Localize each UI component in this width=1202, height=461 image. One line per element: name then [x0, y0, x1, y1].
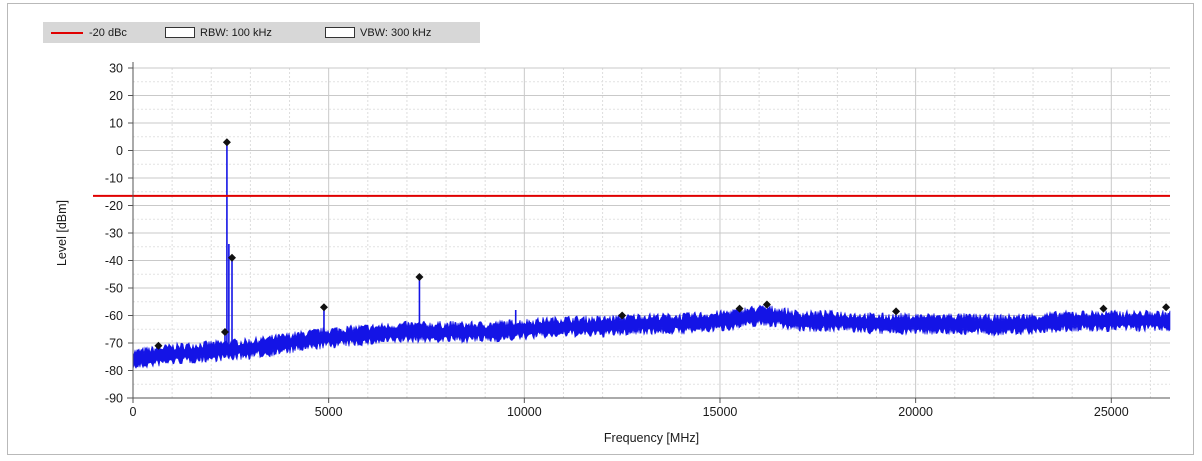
legend-label-rbw: RBW: 100 kHz: [200, 26, 272, 39]
peak-marker: [228, 253, 237, 262]
tick-labels: 0 5000 10000 15000 20000 25000 30 20 10 0 -10 -20 -3…: [105, 62, 1129, 420]
y-tick-label: -20: [105, 199, 123, 213]
peak-marker: [222, 138, 231, 147]
axes: [127, 62, 1170, 399]
trace-series: [132, 142, 1171, 370]
y-tick-label: 10: [109, 117, 123, 131]
legend-swatch-vbw: [325, 27, 355, 38]
y-tick-label: -10: [105, 172, 123, 186]
legend-item-rbw: RBW: 100 kHz: [165, 22, 272, 43]
x-tick-label: 0: [130, 405, 137, 419]
legend-swatch-rbw: [165, 27, 195, 38]
legend-swatch-red-line: [51, 31, 83, 34]
peak-marker: [220, 328, 229, 336]
x-tick-label: 10000: [507, 405, 542, 419]
y-tick-label: -70: [105, 337, 123, 351]
legend-item-limit-line: -20 dBc: [51, 22, 127, 43]
peak-marker: [1099, 304, 1108, 313]
y-axis-title: Level [dBm]: [55, 200, 69, 266]
x-tick-label: 20000: [898, 405, 933, 419]
legend: -20 dBc RBW: 100 kHz VBW: 300 kHz: [43, 22, 480, 43]
y-tick-label: -50: [105, 282, 123, 296]
y-tick-label: -80: [105, 364, 123, 378]
legend-label-vbw: VBW: 300 kHz: [360, 26, 432, 39]
peak-marker: [735, 304, 744, 313]
peak-marker: [154, 341, 163, 350]
peak-marker: [415, 273, 424, 281]
y-tick-label: 20: [109, 89, 123, 103]
x-tick-label: 15000: [703, 405, 738, 419]
peak-markers: [154, 138, 1171, 350]
x-tick-label: 25000: [1094, 405, 1129, 419]
legend-item-vbw: VBW: 300 kHz: [325, 22, 431, 43]
y-tick-label: 30: [109, 62, 123, 76]
y-tick-label: -40: [105, 254, 123, 268]
peak-marker: [618, 311, 627, 320]
trace-noise-band: [132, 304, 1171, 370]
x-tick-label: 5000: [315, 405, 343, 419]
y-tick-label: -90: [105, 392, 123, 406]
y-tick-label: -60: [105, 309, 123, 323]
y-tick-label: 0: [116, 144, 123, 158]
x-axis-title: Frequency [MHz]: [604, 431, 699, 445]
y-tick-label: -30: [105, 227, 123, 241]
peak-marker: [319, 303, 328, 312]
peak-marker: [1162, 303, 1171, 312]
peak-marker: [762, 300, 771, 309]
peak-marker: [892, 307, 901, 316]
legend-label-limit: -20 dBc: [89, 26, 127, 39]
